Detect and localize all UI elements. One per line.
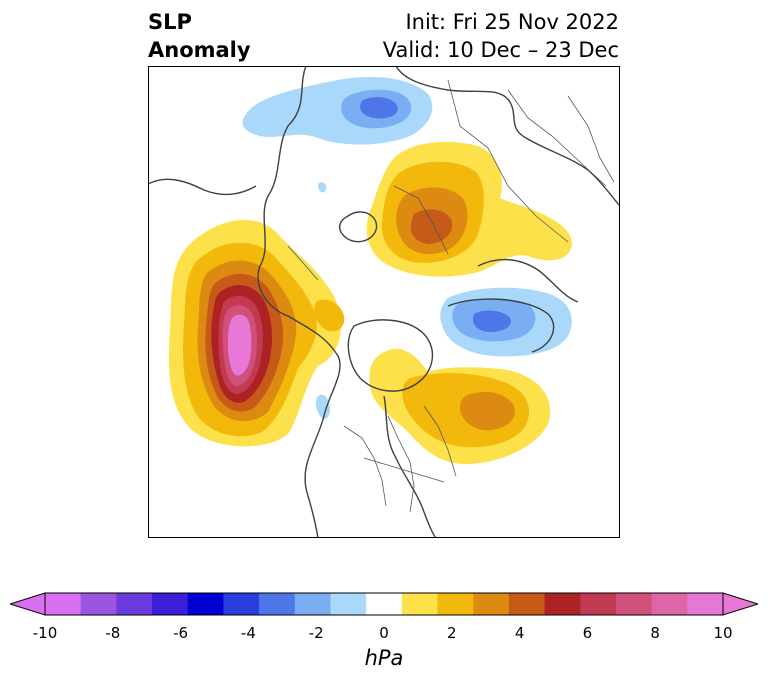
colorbar-tick-label: 0 <box>379 624 389 642</box>
map-frame <box>148 66 620 538</box>
colorbar-segment <box>401 593 439 615</box>
colorbar-segment <box>580 593 617 615</box>
negative-anomaly-patch-small <box>318 182 327 193</box>
colorbar-segment <box>544 593 581 615</box>
colorbar-tick-label: -8 <box>105 624 121 642</box>
title-variable-line1: SLP <box>148 10 192 34</box>
slp-anomaly-map <box>148 66 620 538</box>
colorbar-segment <box>687 593 724 615</box>
colorbar-segment <box>80 593 117 615</box>
colorbar-unit-label: hPa <box>364 646 404 670</box>
colorbar-max-extend <box>722 592 758 616</box>
colorbar-tick-label: -6 <box>173 624 189 642</box>
negative-anomaly-asia <box>440 287 572 357</box>
colorbar-segment <box>437 593 474 615</box>
colorbar-tick-label: -4 <box>240 624 256 642</box>
colorbar-tick-label: 4 <box>514 624 525 642</box>
colorbar-tick-label: 10 <box>713 624 733 642</box>
negative-anomaly-siberia <box>242 76 433 145</box>
positive-anomaly-europe <box>366 141 572 277</box>
colorbar-tick-label: 6 <box>582 624 593 642</box>
colorbar-segment <box>223 593 260 615</box>
colorbar-segment <box>330 593 367 615</box>
chart-title-variable: SLP Anomaly <box>148 8 251 64</box>
negative-anomaly-patch <box>315 394 330 419</box>
colorbar-segment <box>45 593 82 615</box>
colorbar-segment <box>259 593 296 615</box>
colorbar-frame <box>44 592 724 616</box>
positive-anomaly-patch-alaska <box>314 299 345 332</box>
positive-anomaly-atlantic <box>369 348 551 464</box>
positive-anomaly-patch-east <box>504 209 557 245</box>
colorbar-segment <box>508 593 546 615</box>
colorbar-segment <box>366 593 403 615</box>
colorbar-tick-label: -10 <box>32 624 58 642</box>
colorbar-segment <box>294 593 331 615</box>
positive-anomaly-pacific <box>168 220 341 447</box>
colorbar-segment <box>152 593 189 615</box>
title-variable-line2: Anomaly <box>148 38 251 62</box>
colorbar-tick-label: -2 <box>308 624 324 642</box>
init-date-label: Init: Fri 25 Nov 2022 <box>405 10 619 34</box>
valid-range-label: Valid: 10 Dec – 23 Dec <box>382 38 619 62</box>
colorbar-tick-label: 8 <box>650 624 660 642</box>
chart-title-dates: Init: Fri 25 Nov 2022 Valid: 10 Dec – 23… <box>383 8 619 64</box>
country-borders <box>287 79 615 513</box>
coastlines <box>148 66 620 538</box>
colorbar-min-extend <box>10 592 46 616</box>
colorbar-segment <box>651 593 688 615</box>
colorbar-segment <box>116 593 153 615</box>
colorbar-segment <box>615 593 653 615</box>
colorbar-segment <box>473 593 510 615</box>
colorbar-segment <box>187 593 224 615</box>
colorbar <box>10 592 758 616</box>
colorbar-tick-label: 2 <box>447 624 457 642</box>
